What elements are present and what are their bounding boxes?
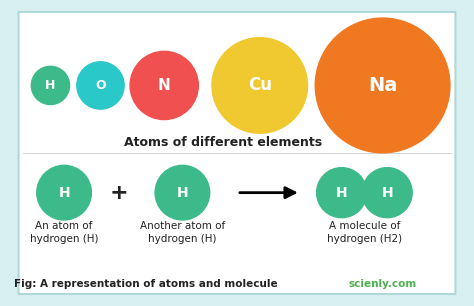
Text: H: H: [58, 186, 70, 200]
Ellipse shape: [317, 168, 367, 218]
Ellipse shape: [212, 38, 308, 133]
Ellipse shape: [31, 66, 70, 105]
Ellipse shape: [362, 168, 412, 218]
Text: Fig: A representation of atoms and molecule: Fig: A representation of atoms and molec…: [14, 279, 278, 289]
Text: Cu: Cu: [248, 76, 272, 95]
Text: +: +: [109, 183, 128, 203]
Text: H: H: [382, 186, 393, 200]
Text: H: H: [45, 79, 55, 92]
Ellipse shape: [155, 165, 210, 220]
Ellipse shape: [315, 18, 450, 153]
Text: H: H: [336, 186, 347, 200]
Text: Na: Na: [368, 76, 397, 95]
Text: scienly.com: scienly.com: [348, 279, 417, 289]
Ellipse shape: [37, 165, 91, 220]
Text: O: O: [95, 79, 106, 92]
Text: Atoms of different elements: Atoms of different elements: [124, 136, 322, 149]
Text: Another atom of
hydrogen (H): Another atom of hydrogen (H): [140, 221, 225, 244]
Text: An atom of
hydrogen (H): An atom of hydrogen (H): [30, 221, 98, 244]
Ellipse shape: [130, 51, 198, 120]
Text: N: N: [158, 78, 171, 93]
Text: H: H: [177, 186, 188, 200]
Text: A molecule of
hydrogen (H2): A molecule of hydrogen (H2): [327, 221, 402, 244]
FancyBboxPatch shape: [18, 12, 456, 294]
Ellipse shape: [77, 62, 124, 109]
